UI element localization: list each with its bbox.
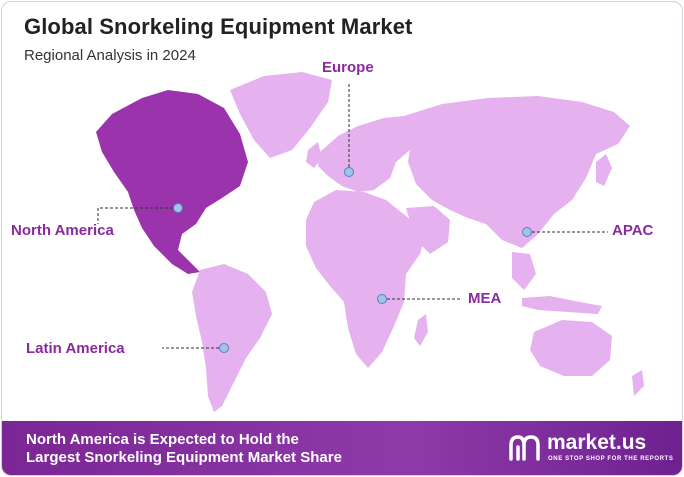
australia-shape <box>530 320 612 376</box>
mea-marker <box>377 294 387 304</box>
north-america-marker <box>173 203 183 213</box>
europe-marker <box>344 167 354 177</box>
region-label-apac: APAC <box>612 222 654 239</box>
region-label-europe: Europe <box>322 59 374 76</box>
footer-line-2: Largest Snorkeling Equipment Market Shar… <box>26 449 342 466</box>
brand-tagline: ONE STOP SHOP FOR THE REPORTS <box>548 456 674 462</box>
latin-america-shape <box>192 264 272 412</box>
arabia-shape <box>406 206 450 254</box>
north-america-shape <box>96 90 248 274</box>
page-subtitle: Regional Analysis in 2024 <box>24 47 196 64</box>
page-title: Global Snorkeling Equipment Market <box>24 14 413 39</box>
latin-america-marker <box>219 343 229 353</box>
madagascar-shape <box>414 314 428 346</box>
footer-banner: North America is Expected to Hold the La… <box>2 421 682 475</box>
indonesia-shape <box>522 296 602 314</box>
asia-shape <box>404 96 630 248</box>
southeast-asia-shape <box>512 252 536 290</box>
new-zealand-shape <box>632 370 644 396</box>
uk-shape <box>306 142 322 168</box>
greenland-shape <box>230 72 332 158</box>
region-label-latin-america: Latin America <box>26 340 125 357</box>
japan-shape <box>596 154 612 186</box>
footer-headline: North America is Expected to Hold the La… <box>26 431 446 467</box>
region-label-mea: MEA <box>468 290 502 307</box>
world-map <box>96 72 644 412</box>
footer-line-1: North America is Expected to Hold the <box>26 431 299 448</box>
region-label-north-america: North America <box>11 222 114 239</box>
africa-shape <box>306 190 426 368</box>
market-us-logo-icon <box>509 435 540 461</box>
europe-shape <box>318 116 416 192</box>
apac-marker <box>522 227 532 237</box>
brand-name: market.us <box>547 431 647 454</box>
